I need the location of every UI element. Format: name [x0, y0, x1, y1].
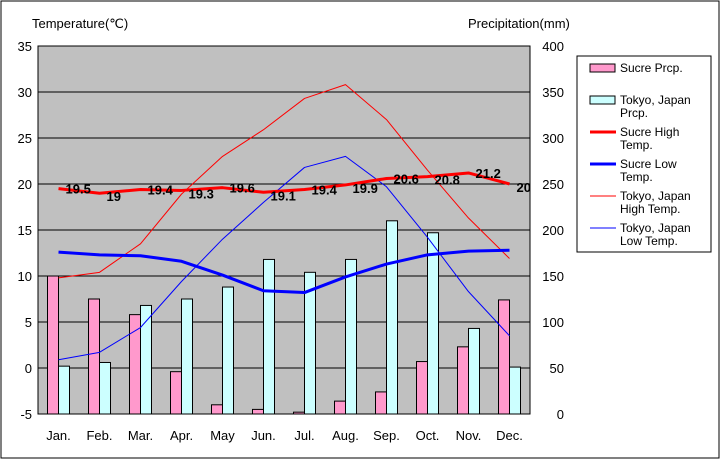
- x-tick-label: Jun.: [251, 428, 276, 443]
- left-tick-label: 35: [18, 39, 32, 54]
- sucre-precip-bar: [498, 299, 510, 415]
- tokyo-precip-bar: [99, 361, 111, 415]
- x-axis-labels: Jan. Feb. Mar. Apr. May Jun. Jul. Aug. Sep. Oct. N…: [46, 428, 523, 443]
- sucre-precip-bar: [293, 411, 305, 415]
- left-tick-label: 0: [25, 361, 32, 376]
- sucre-precip-bar: [334, 400, 346, 415]
- left-tick-label: 5: [25, 315, 32, 330]
- sucre-precip-bar: [416, 361, 428, 415]
- legend-label: Sucre Low: [620, 157, 677, 171]
- legend-label: High Temp.: [620, 202, 680, 216]
- right-tick-label: 300: [542, 131, 564, 146]
- tokyo-precip-bar: [181, 298, 193, 415]
- right-axis-title: Precipitation(mm): [468, 16, 570, 31]
- data-label: 19.4: [312, 183, 338, 198]
- x-tick-label: Aug.: [332, 428, 359, 443]
- sucre-precip-bar: [47, 275, 59, 415]
- x-tick-label: Feb.: [86, 428, 112, 443]
- x-tick-label: Oct.: [416, 428, 440, 443]
- temperature-lines: [58, 84, 510, 361]
- right-tick-label: 100: [542, 315, 564, 330]
- legend-box: [576, 55, 712, 253]
- tokyo-precip-bar: [140, 304, 152, 415]
- tokyo-low-line: [58, 155, 510, 361]
- data-label: 20: [517, 180, 531, 195]
- tokyo-precip-bar: [58, 365, 70, 415]
- sucre-precip-bar: [252, 408, 264, 415]
- x-tick-label: Dec.: [496, 428, 523, 443]
- legend-label: Sucre High: [620, 125, 679, 139]
- right-axis-ticks: 400 350 300 250 200 150 100 50 0: [542, 39, 564, 422]
- tokyo-precip-bar: [345, 258, 357, 415]
- data-label: 19.6: [230, 181, 255, 196]
- right-tick-label: 350: [542, 85, 564, 100]
- left-tick-label: 25: [18, 131, 32, 146]
- right-tick-label: 400: [542, 39, 564, 54]
- tokyo-high-line: [58, 84, 510, 279]
- left-tick-label: 10: [18, 269, 32, 284]
- sucre-precip-bar: [88, 298, 100, 415]
- sucre-precip-bar: [211, 404, 223, 415]
- right-tick-label: 200: [542, 223, 564, 238]
- data-label: 19.3: [189, 186, 214, 201]
- legend-label: Temp.: [620, 138, 653, 152]
- left-tick-label: 15: [18, 223, 32, 238]
- left-axis-title: Temperature(℃): [32, 16, 128, 31]
- right-tick-label: 150: [542, 269, 564, 284]
- right-tick-label: 0: [557, 407, 564, 422]
- tokyo-precip-bar: [386, 220, 398, 415]
- legend-label: Tokyo, Japan: [620, 221, 691, 235]
- legend-label: Tokyo, Japan: [620, 189, 691, 203]
- sucre-precip-bar: [375, 391, 387, 415]
- data-label: 19.9: [353, 181, 378, 196]
- data-label: 19.4: [148, 183, 174, 198]
- tokyo-precip-bar: [263, 258, 275, 415]
- left-tick-label: 20: [18, 177, 32, 192]
- x-tick-label: Apr.: [170, 428, 193, 443]
- legend-swatch: [589, 63, 616, 73]
- tokyo-precip-bar: [222, 286, 234, 415]
- tokyo-precip-bar: [468, 327, 480, 415]
- tokyo-precip-bar: [509, 366, 521, 415]
- tokyo-precip-bar: [427, 232, 439, 415]
- gridlines: [38, 91, 530, 369]
- legend-label: Low Temp.: [620, 234, 678, 248]
- legend-label: Temp.: [620, 170, 653, 184]
- x-tick-label: Jan.: [46, 428, 71, 443]
- data-label: 21.2: [476, 166, 501, 181]
- x-tick-label: May: [210, 428, 235, 443]
- left-tick-label: 30: [18, 85, 32, 100]
- sucre-precip-bar: [129, 314, 141, 415]
- x-tick-label: Sep.: [373, 428, 400, 443]
- data-label: 19.5: [66, 182, 91, 197]
- right-tick-label: 250: [542, 177, 564, 192]
- left-tick-label: -5: [20, 407, 32, 422]
- left-axis-ticks: 35 30 25 20 15 10 5 0 -5: [18, 39, 32, 422]
- x-tick-label: Nov.: [456, 428, 482, 443]
- sucre-precip-bar: [170, 371, 182, 415]
- right-tick-label: 50: [550, 361, 564, 376]
- sucre-precip-bar: [457, 346, 469, 415]
- data-label: 19.1: [271, 188, 296, 203]
- data-label: 19: [107, 189, 121, 204]
- x-tick-label: Jul.: [294, 428, 314, 443]
- legend-swatch: [589, 95, 616, 105]
- x-tick-label: Mar.: [128, 428, 153, 443]
- sucre-low-line: [58, 248, 510, 295]
- sucre-high-data-labels: 19.5 19 19.4 19.3 19.6 19.1 19.4 19.9 20.6 20.8 21…: [66, 166, 531, 204]
- data-label: 20.6: [394, 171, 419, 186]
- tokyo-precip-bar: [304, 271, 316, 415]
- data-label: 20.8: [435, 173, 460, 188]
- sucre-high-line: [58, 171, 510, 195]
- legend-label: Tokyo, Japan: [620, 93, 691, 107]
- legend-label: Sucre Prcp.: [620, 61, 683, 75]
- precipitation-bars: [47, 220, 521, 415]
- legend-label: Prcp.: [620, 106, 648, 120]
